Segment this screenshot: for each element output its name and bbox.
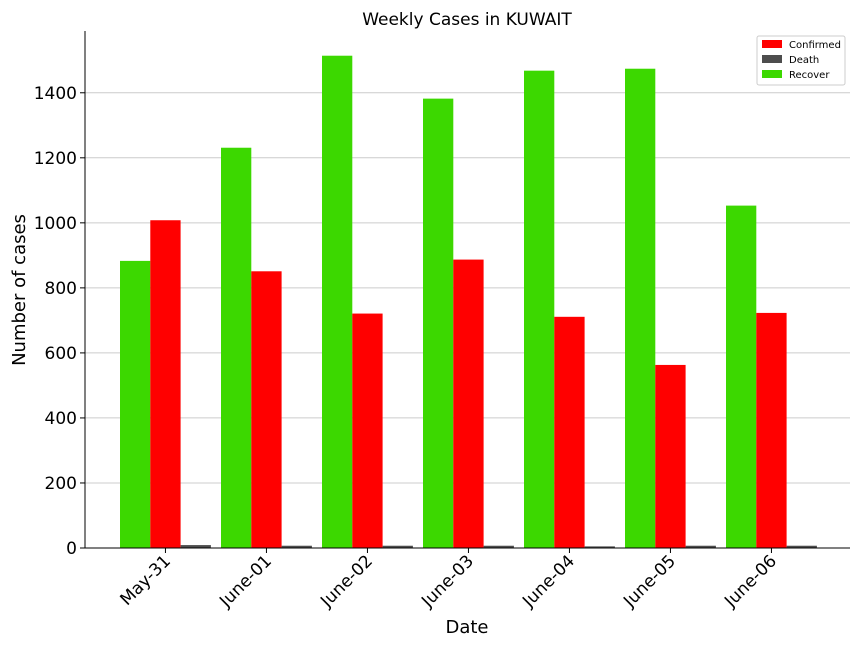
x-tick-label: June-01: [215, 551, 276, 612]
bar-death: [180, 545, 211, 548]
bar-confirmed: [655, 364, 686, 548]
legend-label: Death: [789, 55, 819, 66]
chart-title: Weekly Cases in KUWAIT: [362, 10, 572, 30]
legend-swatch: [762, 70, 782, 78]
bar-recover: [625, 68, 656, 549]
x-tick-label: June-03: [417, 551, 478, 612]
x-tick-label: May-31: [117, 551, 175, 609]
y-ticks: 0 200 400 600 800 1000 1200 1400: [34, 84, 85, 559]
bars: [120, 55, 817, 549]
bar-confirmed: [453, 259, 484, 548]
y-tick-label: 600: [45, 344, 77, 364]
bar-recover: [423, 98, 454, 549]
legend-label: Confirmed: [789, 40, 841, 51]
bar-death: [584, 546, 615, 548]
bar-recover: [524, 70, 555, 548]
x-tick-label: June-02: [316, 551, 377, 612]
bar-confirmed: [756, 312, 787, 548]
x-tick-label: June-06: [720, 551, 781, 612]
bar-recover: [322, 55, 353, 549]
y-axis-title: Number of cases: [9, 214, 30, 366]
x-tick-label: June-05: [619, 551, 680, 612]
y-tick-label: 200: [45, 474, 77, 494]
bar-recover: [726, 205, 757, 548]
bar-confirmed: [150, 220, 181, 548]
y-tick-label: 400: [45, 409, 77, 429]
y-tick-label: 0: [66, 539, 77, 559]
bar-recover: [221, 147, 252, 548]
bar-death: [786, 545, 817, 548]
y-tick-label: 1400: [34, 84, 77, 104]
bar-death: [281, 545, 312, 548]
bar-confirmed: [352, 313, 383, 548]
legend-swatch: [762, 40, 782, 48]
legend-label: Recover: [789, 70, 830, 81]
bar-death: [685, 545, 716, 548]
bar-confirmed: [251, 271, 282, 548]
legend: Confirmed Death Recover: [756, 35, 846, 86]
x-tick-label: June-04: [518, 551, 579, 612]
y-tick-label: 1200: [34, 149, 77, 169]
bar-death: [483, 545, 514, 548]
bar-death: [382, 545, 413, 548]
x-axis-title: Date: [445, 617, 488, 638]
y-tick-label: 1000: [34, 214, 77, 234]
y-tick-label: 800: [45, 279, 77, 299]
bar-confirmed: [554, 316, 585, 548]
x-ticks: May-31 June-01 June-02 June-03 June-04 June-0…: [117, 548, 781, 612]
bar-recover: [120, 260, 151, 548]
legend-swatch: [762, 55, 782, 63]
